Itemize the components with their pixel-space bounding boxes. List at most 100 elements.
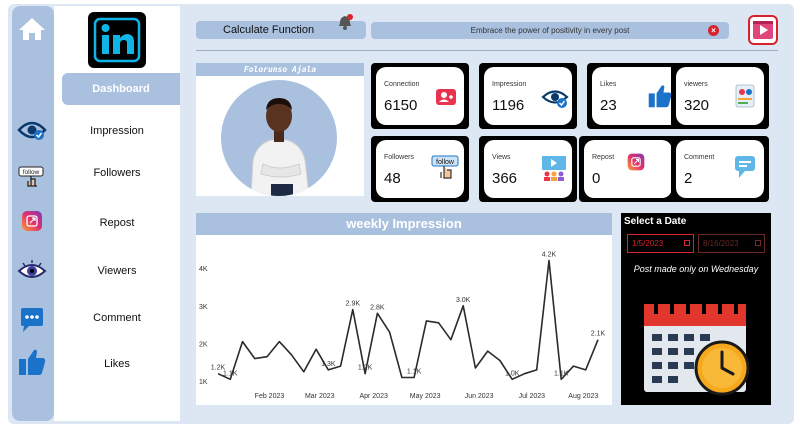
nav-item-label: Likes: [104, 358, 130, 370]
nav-item-likes[interactable]: Likes: [54, 348, 180, 380]
quote-banner: Embrace the power of positivity in every…: [371, 22, 729, 39]
stat-card-comment: Comment 2: [671, 136, 769, 202]
nav-item-followers[interactable]: Followers: [54, 157, 180, 189]
nav-item-dashboard[interactable]: Dashboard: [62, 73, 180, 105]
avatar: [221, 80, 337, 196]
x-tick-label: Apr 2023: [359, 393, 388, 400]
quote-text: Embrace the power of positivity in every…: [470, 26, 630, 35]
comment-icon: [735, 156, 755, 178]
stat-value: 6150: [384, 97, 418, 114]
data-label: 1.1K: [223, 370, 238, 377]
data-label: 1.1K: [407, 368, 422, 375]
nav-item-label: Comment: [93, 312, 141, 324]
nav-item-comment[interactable]: Comment: [54, 302, 180, 334]
data-label: 2.9K: [346, 301, 361, 308]
stat-label: Repost: [592, 154, 615, 161]
line-chart-svg: 1K 2K 3K 4K Feb 2023 Mar 2023 Apr 2023 May 2023…: [199, 252, 606, 400]
x-tick-label: Aug 2023: [568, 393, 598, 400]
comment-icon[interactable]: [15, 305, 49, 335]
bell-icon[interactable]: [337, 13, 355, 36]
start-date-value: 1/5/2023: [632, 239, 664, 248]
stat-value: 1196: [492, 97, 525, 114]
stat-card-views: Views 366: [479, 136, 577, 202]
data-label: 1.0K: [505, 370, 520, 377]
stat-value: 23: [600, 97, 617, 114]
y-tick-label: 3K: [199, 304, 208, 311]
stat-value: 366: [492, 170, 518, 187]
stat-value: 320: [684, 97, 710, 114]
nav-item-repost[interactable]: Repost: [54, 207, 180, 239]
date-note: Post made only on Wednesday: [633, 264, 759, 274]
nav-item-impression[interactable]: Impression: [54, 115, 180, 147]
stat-card-viewers: viewers 320: [671, 63, 769, 129]
nav-item-label: Followers: [93, 167, 141, 179]
x-tick-label: Jun 2023: [465, 393, 494, 400]
follow-icon: follow: [431, 155, 459, 179]
x-tick-label: Feb 2023: [255, 393, 285, 400]
views-icon: [542, 156, 566, 181]
stat-value: 2: [684, 170, 693, 187]
start-date-input[interactable]: 1/5/2023: [627, 234, 694, 253]
viewers-eye-icon[interactable]: [15, 256, 49, 286]
stat-label: Comment: [684, 154, 715, 161]
date-slicer-title: Select a Date: [624, 216, 687, 227]
weekly-impression-chart: weekly Impression 1K 2K 3K 4K Feb 2023 Mar 20…: [196, 213, 612, 405]
stat-label: Views: [492, 154, 511, 161]
data-label: 3.0K: [456, 297, 471, 304]
follow-icon[interactable]: follow: [15, 162, 49, 192]
chart-title: weekly Impression: [196, 213, 612, 235]
repost-icon: [627, 153, 645, 171]
calendar-small-icon: [684, 240, 690, 246]
stat-label: Impression: [492, 81, 527, 88]
profile-card: Folorunso Ajala: [196, 63, 364, 196]
data-label: 1.2K: [211, 365, 226, 372]
home-icon[interactable]: [15, 14, 49, 44]
data-label: 2.8K: [370, 304, 385, 311]
x-tick-label: Jul 2023: [519, 393, 546, 400]
x-tick-label: May 2023: [410, 393, 441, 400]
nav-item-label: Repost: [99, 217, 135, 229]
stat-label: Likes: [600, 81, 617, 88]
y-tick-label: 1K: [199, 379, 208, 386]
stat-card-repost: Repost 0: [579, 136, 677, 202]
thumbs-up-icon: [648, 85, 672, 108]
end-date-input[interactable]: 8/16/2023: [698, 234, 765, 253]
series-line: [217, 259, 599, 381]
x-tick-label: Mar 2023: [305, 393, 335, 400]
viewers-icon: [735, 84, 755, 108]
data-label: 2.1K: [591, 331, 606, 338]
stat-label: Connection: [384, 81, 420, 88]
video-button[interactable]: [748, 15, 778, 45]
y-tick-label: 4K: [199, 266, 208, 273]
end-date-value: 8/16/2023: [703, 239, 739, 248]
divider: [196, 50, 778, 51]
nav-item-viewers[interactable]: Viewers: [54, 255, 180, 287]
calendar-clock-icon: [644, 304, 750, 396]
data-label: 1.3K: [321, 361, 336, 368]
stat-card-likes: Likes 23: [587, 63, 685, 129]
date-slicer: Select a Date 1/5/2023 8/16/2023 Post ma…: [621, 213, 771, 405]
page-title: Calculate Function: [196, 21, 366, 39]
data-label: 4.2K: [542, 252, 557, 259]
close-icon[interactable]: ×: [708, 25, 719, 36]
data-label: 1.2K: [358, 365, 373, 372]
eye-icon[interactable]: [15, 115, 49, 145]
add-user-icon: [436, 89, 456, 105]
like-icon[interactable]: [15, 347, 49, 377]
nav-item-label: Dashboard: [92, 83, 150, 95]
stat-label: Followers: [384, 154, 414, 161]
stat-value: 48: [384, 170, 401, 187]
y-tick-label: 2K: [199, 342, 208, 349]
eye-check-icon: [541, 90, 569, 108]
video-play-icon: [753, 21, 773, 39]
profile-name: Folorunso Ajala: [196, 63, 364, 76]
stat-card-followers: Followers 48 follow: [371, 136, 469, 202]
nav-item-label: Impression: [90, 125, 144, 137]
stat-card-impression: Impression 1196: [479, 63, 577, 129]
calendar-small-icon: [755, 240, 761, 246]
repost-icon[interactable]: [15, 206, 49, 236]
linkedin-logo-icon: [88, 12, 146, 68]
page-title-text: Calculate Function: [223, 24, 315, 36]
nav-item-label: Viewers: [97, 265, 137, 277]
data-label: 1.1K: [554, 370, 569, 377]
